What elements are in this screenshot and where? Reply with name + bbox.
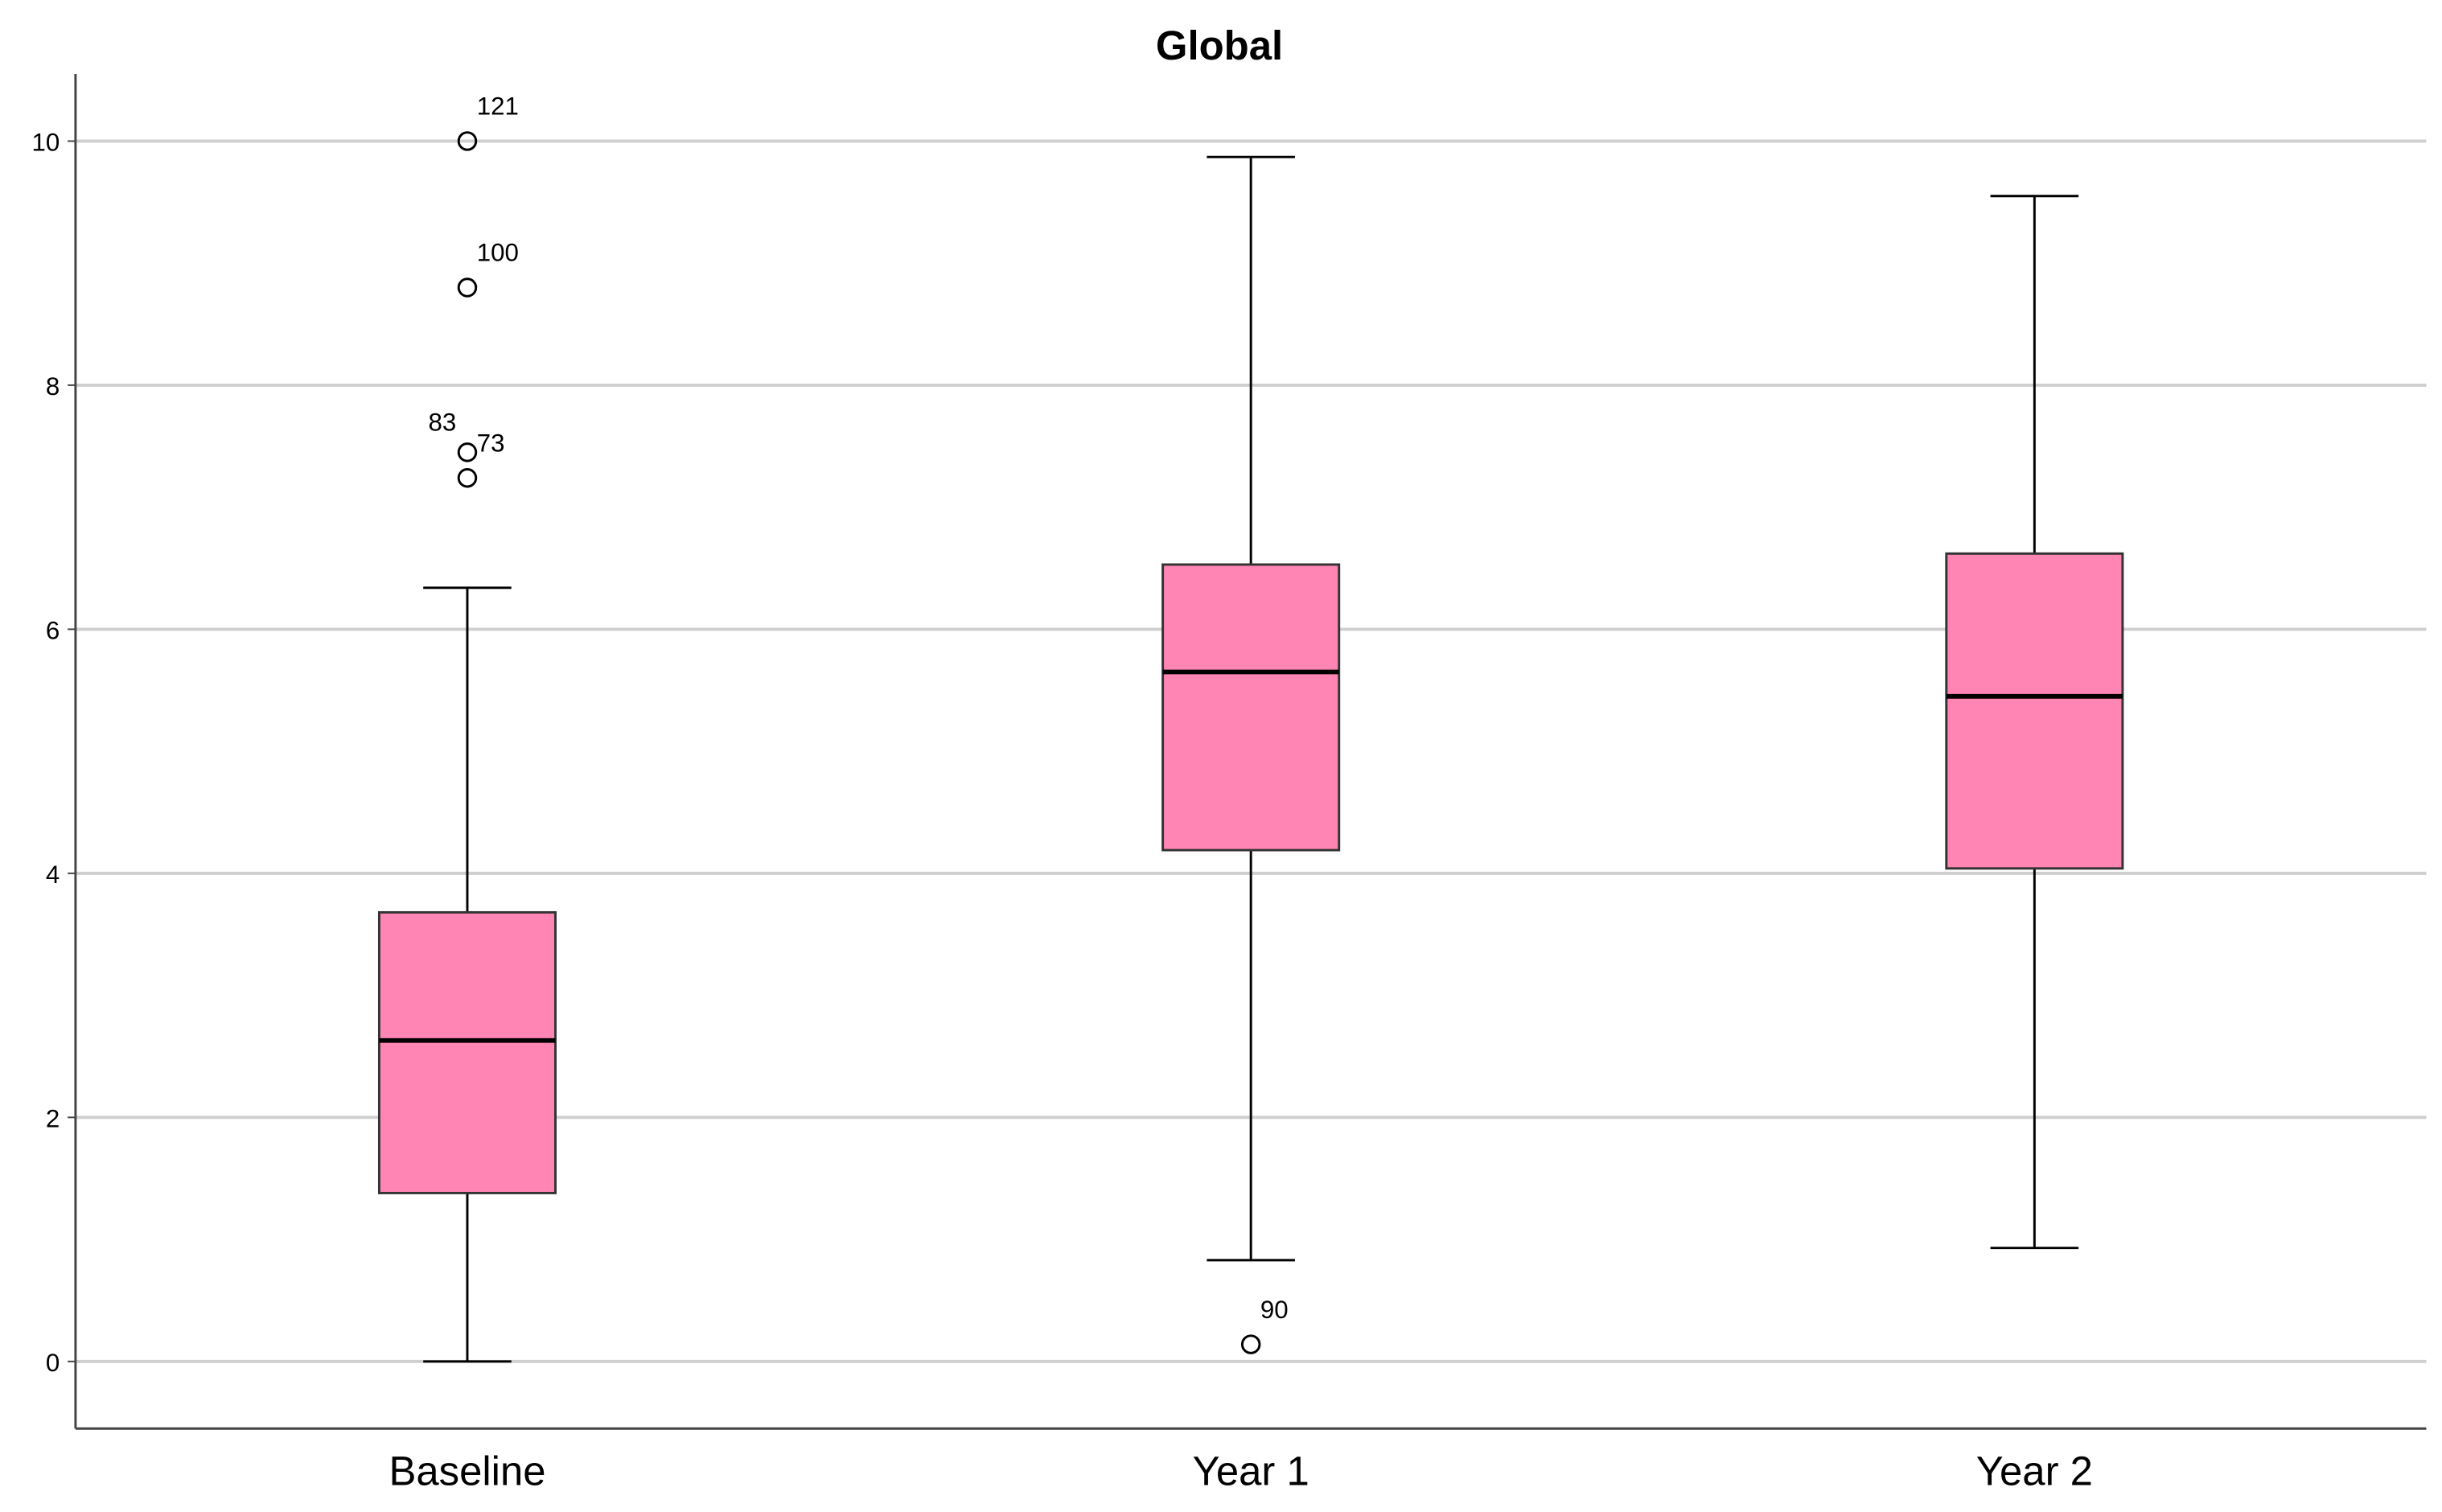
outlier: [457, 442, 478, 462]
y-tick-label: 0: [46, 1349, 60, 1377]
box: [1945, 552, 2124, 870]
y-tick-label: 6: [46, 617, 60, 645]
y-tick-label: 10: [32, 129, 60, 157]
outlier-label: 83: [428, 408, 456, 436]
outlier: [457, 468, 478, 488]
outlier: [457, 277, 478, 298]
x-tick-label: Year 1: [1193, 1448, 1309, 1494]
box: [377, 910, 557, 1194]
y-tick-label: 2: [46, 1105, 60, 1133]
y-tick-label: 4: [46, 861, 60, 889]
x-tick-label: Baseline: [388, 1448, 545, 1494]
outlier: [457, 131, 478, 151]
y-tick-label: 8: [46, 372, 60, 401]
outlier-label: 73: [477, 429, 505, 457]
outlier-label: 90: [1260, 1296, 1289, 1324]
chart-title: Global: [1156, 23, 1283, 68]
box: [1161, 563, 1341, 852]
outlier-label: 100: [477, 239, 519, 267]
x-tick-label: Year 2: [1976, 1448, 2093, 1494]
outlier: [1240, 1334, 1261, 1354]
outlier-label: 121: [477, 92, 519, 121]
